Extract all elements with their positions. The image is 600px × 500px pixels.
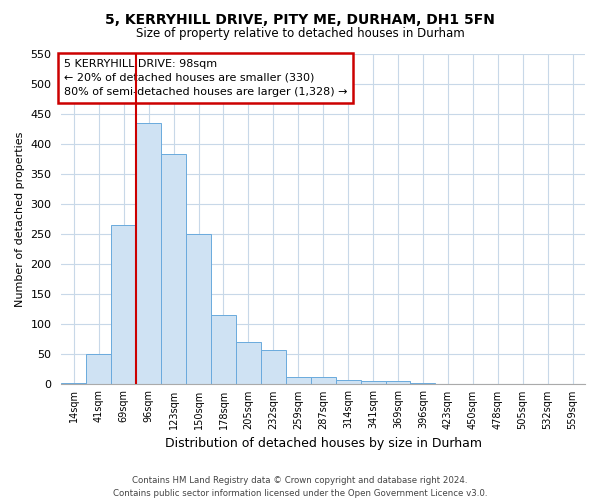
Bar [161, 154, 186, 384]
Bar [236, 342, 261, 384]
Text: 5 KERRYHILL DRIVE: 98sqm
← 20% of detached houses are smaller (330)
80% of semi-: 5 KERRYHILL DRIVE: 98sqm ← 20% of detach… [64, 59, 347, 97]
Bar [386, 381, 410, 384]
Bar [136, 123, 161, 384]
Text: 5, KERRYHILL DRIVE, PITY ME, DURHAM, DH1 5FN: 5, KERRYHILL DRIVE, PITY ME, DURHAM, DH1… [105, 12, 495, 26]
Bar [61, 382, 86, 384]
Bar [311, 377, 335, 384]
Bar [186, 234, 211, 384]
Bar [211, 316, 236, 384]
Bar [286, 377, 311, 384]
Text: Contains HM Land Registry data © Crown copyright and database right 2024.
Contai: Contains HM Land Registry data © Crown c… [113, 476, 487, 498]
X-axis label: Distribution of detached houses by size in Durham: Distribution of detached houses by size … [165, 437, 482, 450]
Y-axis label: Number of detached properties: Number of detached properties [15, 132, 25, 307]
Bar [86, 354, 111, 384]
Bar [261, 350, 286, 384]
Bar [335, 380, 361, 384]
Text: Size of property relative to detached houses in Durham: Size of property relative to detached ho… [136, 28, 464, 40]
Bar [111, 225, 136, 384]
Bar [410, 383, 436, 384]
Bar [361, 381, 386, 384]
